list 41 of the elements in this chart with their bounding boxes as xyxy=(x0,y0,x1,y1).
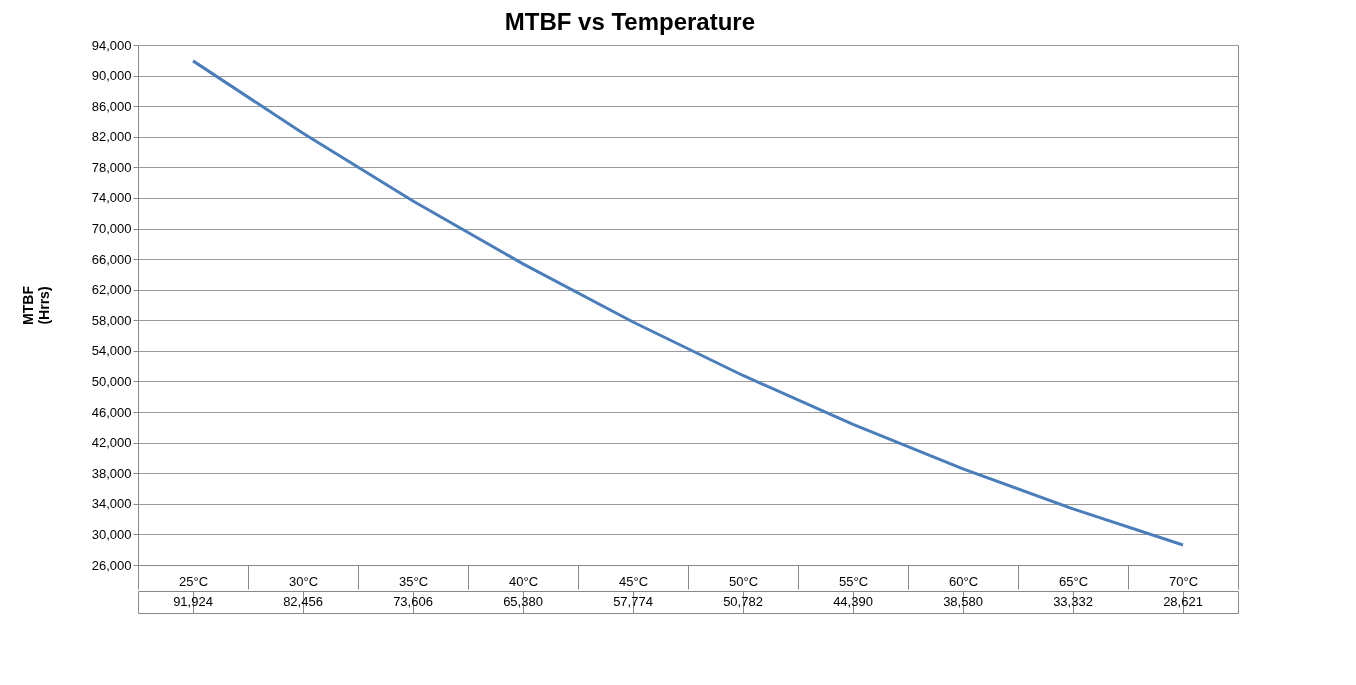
y-tick-label: 54,000 xyxy=(91,343,132,359)
x-tick-label: 55°C xyxy=(838,573,869,589)
data-label: 38,580 xyxy=(943,594,983,609)
y-tick-label: 42,000 xyxy=(91,435,132,451)
y-tick-label: 46,000 xyxy=(91,404,132,420)
x-tick-label: 45°C xyxy=(618,573,649,589)
x-tick-label: 30°C xyxy=(288,573,319,589)
data-label: 91,924 xyxy=(173,594,213,609)
y-tick-label: 94,000 xyxy=(91,37,132,53)
y-tick-label: 38,000 xyxy=(91,465,132,481)
y-tick-label: 66,000 xyxy=(91,251,132,267)
data-label: 28,621 xyxy=(1163,594,1203,609)
data-label: 65,380 xyxy=(503,594,543,609)
x-tick-label: 50°C xyxy=(728,573,759,589)
y-tick-label: 34,000 xyxy=(91,496,132,512)
x-tick-label: 70°C xyxy=(1168,573,1199,589)
x-tick-label: 65°C xyxy=(1058,573,1089,589)
y-tick-label: 86,000 xyxy=(91,98,132,114)
y-tick-label: 50,000 xyxy=(91,373,132,389)
x-tick-label: 60°C xyxy=(948,573,979,589)
y-tick-label: 82,000 xyxy=(91,129,132,145)
y-tick-label: 78,000 xyxy=(91,159,132,175)
x-tick-label: 35°C xyxy=(398,573,429,589)
data-label: 73,606 xyxy=(393,594,433,609)
chart-title: MTBF vs Temperature xyxy=(504,7,756,35)
x-tick-label: 25°C xyxy=(178,573,209,589)
data-label: 33,332 xyxy=(1053,594,1093,609)
y-tick-label: 62,000 xyxy=(91,282,132,298)
y-tick-label: 70,000 xyxy=(91,221,132,237)
data-label: 82,456 xyxy=(283,594,323,609)
data-label: 44,390 xyxy=(833,594,873,609)
y-tick-label: 58,000 xyxy=(91,312,132,328)
y-tick-label: 26,000 xyxy=(91,557,132,573)
y-axis-title: MTBF (Hrrs) xyxy=(19,285,52,325)
data-label: 57,774 xyxy=(613,594,653,609)
y-tick-label: 90,000 xyxy=(91,68,132,84)
line-series xyxy=(191,59,1185,547)
x-tick-label: 40°C xyxy=(508,573,539,589)
y-tick-label: 74,000 xyxy=(91,190,132,206)
y-tick-label: 30,000 xyxy=(91,526,132,542)
data-label: 50,782 xyxy=(723,594,763,609)
